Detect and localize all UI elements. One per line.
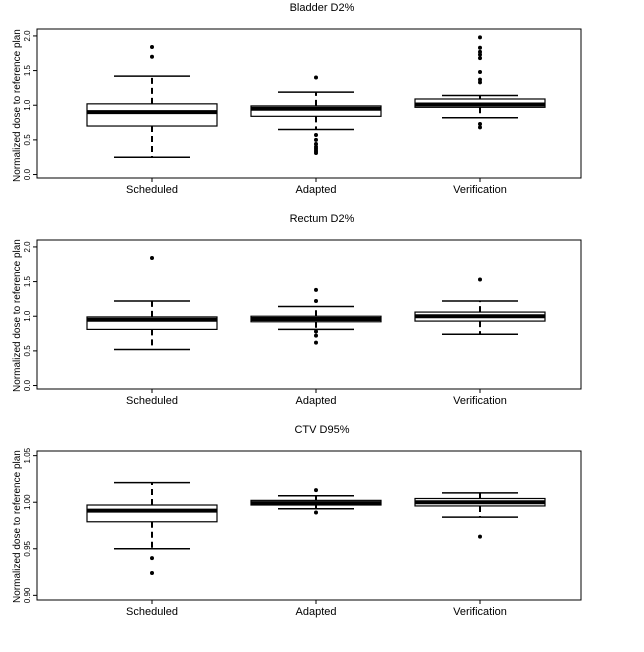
- category-label: Adapted: [295, 606, 337, 618]
- plot-frame: [36, 28, 582, 179]
- category-label: Adapted: [295, 184, 337, 196]
- y-tick-label: 1.0: [23, 310, 32, 322]
- category-label: Verification: [453, 395, 507, 407]
- outlier-point: [314, 75, 318, 80]
- outlier-point: [478, 80, 482, 85]
- outlier-point: [150, 54, 154, 59]
- box-iqr: [86, 504, 218, 523]
- outlier-point: [314, 488, 318, 493]
- y-tick-label: 2.0: [23, 241, 32, 253]
- outlier-point: [478, 121, 482, 126]
- outlier-point: [478, 277, 482, 282]
- outlier-point: [150, 45, 154, 50]
- y-tick-label: 1.5: [23, 275, 32, 287]
- y-axis-label: Normalized dose to reference plan: [12, 239, 23, 392]
- y-tick-label: 2.0: [23, 30, 32, 42]
- category-label: Scheduled: [126, 606, 178, 618]
- outlier-point: [150, 556, 154, 561]
- y-tick-label: 0.95: [23, 540, 32, 556]
- y-tick-label: 1.05: [23, 447, 32, 463]
- panel-title: Rectum D2%: [289, 213, 355, 225]
- outlier-point: [478, 125, 482, 130]
- y-tick-label: 0.5: [23, 345, 32, 357]
- outlier-point: [314, 137, 318, 142]
- outlier-point: [314, 340, 318, 345]
- outlier-point: [314, 298, 318, 303]
- box-iqr: [250, 105, 382, 117]
- outlier-point: [150, 256, 154, 261]
- category-label: Verification: [453, 184, 507, 196]
- plot-frame: [36, 450, 582, 601]
- y-tick-label: 0.0: [23, 379, 32, 391]
- outlier-point: [478, 534, 482, 539]
- panel-title: CTV D95%: [294, 424, 350, 436]
- category-label: Verification: [453, 606, 507, 618]
- category-label: Adapted: [295, 395, 337, 407]
- plot-frame: [36, 239, 582, 390]
- outlier-point: [478, 52, 482, 57]
- y-tick-label: 1.5: [23, 64, 32, 76]
- y-tick-label: 0.90: [23, 587, 32, 603]
- panel-title: Bladder D2%: [289, 2, 355, 14]
- outlier-point: [314, 151, 318, 156]
- outlier-point: [478, 45, 482, 50]
- outlier-point: [478, 49, 482, 54]
- y-tick-label: 0.0: [23, 168, 32, 180]
- outlier-point: [478, 69, 482, 74]
- y-tick-label: 0.5: [23, 134, 32, 146]
- outlier-point: [314, 287, 318, 292]
- outlier-point: [150, 570, 154, 575]
- y-axis-label: Normalized dose to reference plan: [12, 450, 23, 603]
- box-iqr: [86, 103, 218, 127]
- outlier-point: [314, 510, 318, 515]
- outlier-point: [314, 133, 318, 138]
- outlier-point: [478, 77, 482, 82]
- outlier-point: [478, 35, 482, 40]
- outlier-point: [478, 56, 482, 61]
- y-tick-label: 1.00: [23, 494, 32, 510]
- outlier-point: [314, 142, 318, 147]
- y-tick-label: 1.0: [23, 99, 32, 111]
- outlier-point: [314, 329, 318, 334]
- category-label: Scheduled: [126, 395, 178, 407]
- outlier-point: [314, 333, 318, 338]
- category-label: Scheduled: [126, 184, 178, 196]
